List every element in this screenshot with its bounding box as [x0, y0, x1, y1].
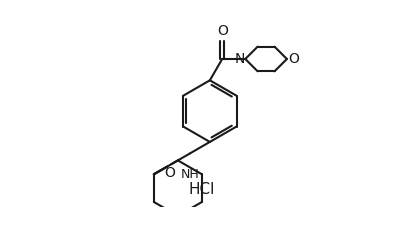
Text: NH: NH: [181, 168, 200, 181]
Text: O: O: [217, 24, 228, 38]
Text: N: N: [234, 52, 244, 66]
Text: O: O: [164, 166, 175, 180]
Text: HCl: HCl: [189, 182, 215, 197]
Text: O: O: [288, 52, 299, 66]
